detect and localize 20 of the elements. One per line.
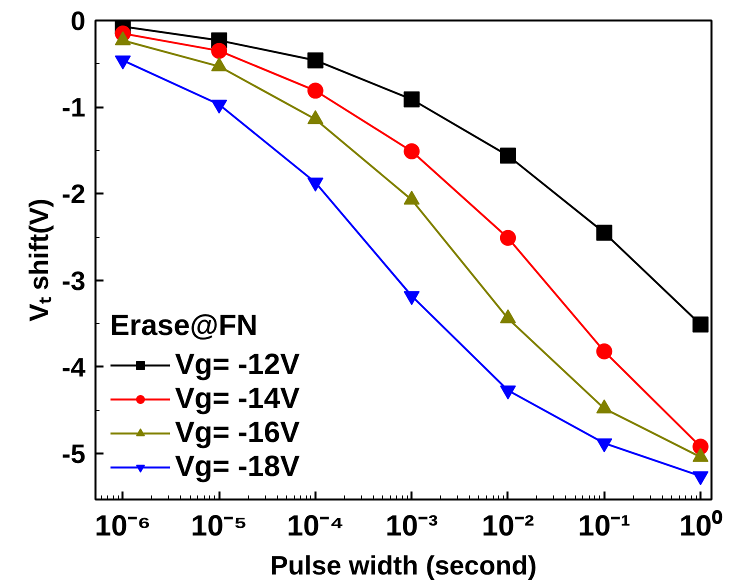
y-tick-label: 0 (70, 6, 86, 36)
x-tick-label: 10⁻⁵ (190, 510, 248, 542)
legend-label: Vg= -16V (175, 416, 300, 450)
legend-label: Vg= -18V (175, 450, 300, 484)
y-tick-label: -4 (62, 352, 86, 382)
legend-label: Vg= -14V (175, 382, 300, 416)
y-tick-label: -2 (62, 179, 86, 210)
x-tick-label: 10⁻¹ (578, 510, 630, 542)
x-tick-label: 10⁰ (679, 510, 723, 542)
x-tick-label: 10⁻⁶ (94, 510, 151, 542)
x-tick-label: 10⁻⁴ (286, 510, 344, 542)
y-tick-label: -3 (62, 266, 86, 296)
legend-label: Vg= -12V (175, 348, 300, 382)
x-tick-label: 10⁻³ (385, 510, 438, 542)
y-axis-title: Vₜ shift(V) (24, 198, 54, 322)
y-tick-label: -5 (62, 439, 86, 470)
x-tick-label: 10⁻² (482, 510, 534, 542)
x-axis-title: Pulse width (second) (270, 550, 537, 580)
legend-title: Erase@FN (110, 309, 259, 343)
y-tick-label: -1 (62, 92, 86, 123)
